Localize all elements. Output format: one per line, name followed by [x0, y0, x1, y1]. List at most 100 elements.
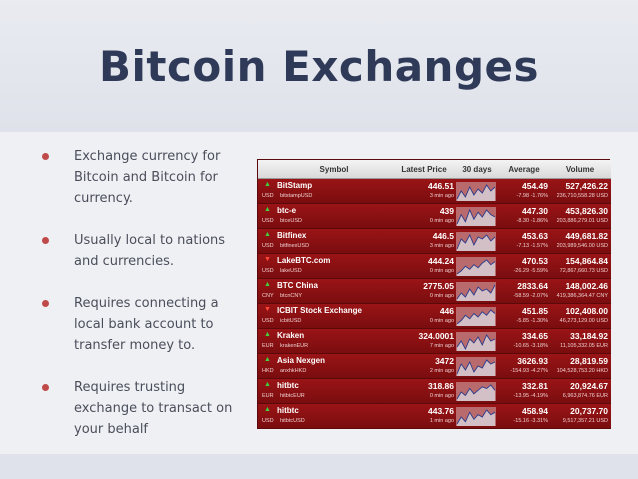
exchange-ticker: hitbtcEUR — [280, 393, 305, 399]
volume-value: 28,819.59 — [570, 356, 608, 366]
table-row[interactable]: ▲ hitbtc EUR hitbtcEUR 318.86 0 min ago 332.81… — [258, 379, 611, 404]
bullet-item: Usually local to nations and currencies. — [38, 230, 238, 272]
currency-code: EUR — [262, 343, 274, 349]
latest-price: 446 — [439, 306, 454, 316]
latest-price: 2775.05 — [423, 281, 454, 291]
sparkline-line — [456, 384, 496, 400]
exchange-name: BitStamp — [277, 181, 313, 190]
bullet-dot-icon — [42, 153, 49, 160]
average-price: 454.49 — [522, 181, 548, 191]
sparkline-line — [456, 184, 496, 200]
exchange-name: hitbtc — [277, 406, 299, 415]
exchange-ticker: btcnCNY — [280, 293, 303, 299]
sparkline-30-days — [456, 207, 496, 226]
arrow-up-icon: ▲ — [264, 381, 271, 388]
exchange-ticker: bitfinexUSD — [280, 243, 310, 249]
sparkline-area — [457, 210, 495, 226]
latest-price: 444.24 — [428, 256, 454, 266]
bullet-dot-icon — [42, 384, 49, 391]
bullet-text: Requires trusting exchange to transact o… — [74, 380, 233, 437]
latest-price: 446.5 — [432, 231, 454, 241]
sparkline-area — [457, 410, 495, 426]
sparkline-line — [456, 208, 496, 225]
price-change: -7.98 -1.76% — [516, 193, 549, 199]
sparkline-line — [456, 284, 496, 300]
exchange-ticker: anxhkHKD — [280, 368, 307, 374]
exchange-name: Asia Nexgen — [277, 356, 326, 365]
table-row[interactable]: ▲ btc-e USD btceUSD 439 0 min ago 447.30 -8.30 … — [258, 204, 611, 229]
exchange-table: Symbol Latest Price 30 days Average Volu… — [257, 159, 611, 429]
price-change: -58.59 -2.07% — [513, 293, 548, 299]
sparkline-line — [456, 233, 496, 250]
exchange-ticker: lakeUSD — [280, 268, 302, 274]
table-row[interactable]: ▲ Kraken EUR krakenEUR 324.0001 7 min ago 334.… — [258, 329, 611, 354]
table-row[interactable]: ▲ BTC China CNY btcnCNY 2775.05 0 min ago 2833… — [258, 279, 611, 304]
volume-converted: 203,886,279.01 USD — [556, 218, 608, 224]
sparkline-30-days — [456, 382, 496, 401]
exchange-name: BTC China — [277, 281, 318, 290]
currency-code: USD — [262, 243, 274, 249]
sparkline-area — [457, 310, 495, 326]
price-age: 0 min ago — [429, 268, 454, 274]
price-age: 2 min ago — [429, 368, 454, 374]
volume-value: 154,864.84 — [565, 256, 608, 266]
average-price: 470.53 — [522, 256, 548, 266]
sparkline-line — [456, 309, 496, 325]
bullet-text: Usually local to nations and currencies. — [74, 233, 226, 269]
price-change: -13.95 -4.19% — [513, 393, 548, 399]
column-header-volume[interactable]: Volume — [565, 165, 595, 174]
volume-value: 20,924.67 — [570, 381, 608, 391]
exchange-ticker: bitstampUSD — [280, 193, 313, 199]
volume-value: 453,826.30 — [565, 206, 608, 216]
price-change: -7.13 -1.57% — [516, 243, 549, 249]
bullet-item: Requires connecting a local bank account… — [38, 293, 238, 356]
average-price: 451.85 — [522, 306, 548, 316]
average-price: 458.94 — [522, 406, 548, 416]
latest-price: 439 — [439, 206, 454, 216]
arrow-down-icon: ▼ — [264, 306, 271, 313]
table-row[interactable]: ▼ ICBIT Stock Exchange USD icbitUSD 446 0 min… — [258, 304, 611, 329]
price-change: -15.16 -3.31% — [513, 418, 548, 424]
sparkline-area — [457, 360, 495, 376]
bottom-band — [0, 454, 638, 479]
table-row[interactable]: ▲ Asia Nexgen HKD anxhkHKD 3472 2 min ago 3626… — [258, 354, 611, 379]
sparkline-30-days — [456, 307, 496, 326]
volume-value: 102,408.00 — [565, 306, 608, 316]
price-age: 1 min ago — [429, 418, 454, 424]
table-row[interactable]: ▲ Bitfinex USD bitfinexUSD 446.5 3 min ago 453… — [258, 229, 611, 254]
volume-converted: 236,710,558.28 USD — [556, 193, 608, 199]
price-change: -154.93 -4.27% — [510, 368, 548, 374]
average-price: 332.81 — [522, 381, 548, 391]
price-age: 3 min ago — [429, 193, 454, 199]
sparkline-area — [457, 235, 495, 251]
volume-converted: 72,867,660.73 USD — [559, 268, 608, 274]
column-header-latest-price[interactable]: Latest Price — [401, 165, 447, 174]
title-band — [0, 0, 638, 132]
currency-code: USD — [262, 318, 274, 324]
table-row[interactable]: ▼ LakeBTC.com USD lakeUSD 444.24 0 min ago 470… — [258, 254, 611, 279]
currency-code: HKD — [262, 368, 274, 374]
column-header-30-days[interactable]: 30 days — [462, 165, 492, 174]
sparkline-30-days — [456, 182, 496, 201]
price-change: -8.30 -1.86% — [516, 218, 549, 224]
sparkline-area — [457, 285, 495, 301]
price-age: 0 min ago — [429, 218, 454, 224]
column-header-average[interactable]: Average — [508, 165, 540, 174]
exchange-ticker: btceUSD — [280, 218, 303, 224]
table-row[interactable]: ▲ hitbtc USD hitbtcUSD 443.76 1 min ago 458.94… — [258, 404, 611, 429]
arrow-up-icon: ▲ — [264, 356, 271, 363]
bullet-list: Exchange currency for Bitcoin and Bitcoi… — [38, 146, 238, 461]
arrow-up-icon: ▲ — [264, 181, 271, 188]
price-age: 3 min ago — [429, 243, 454, 249]
sparkline-30-days — [456, 407, 496, 426]
latest-price: 324.0001 — [418, 331, 454, 341]
table-row[interactable]: ▲ BitStamp USD bitstampUSD 446.51 3 min ago 45… — [258, 179, 611, 204]
sparkline-line — [456, 409, 496, 425]
latest-price: 3472 — [435, 356, 454, 366]
currency-code: USD — [262, 193, 274, 199]
arrow-down-icon: ▼ — [264, 256, 271, 263]
column-header-symbol[interactable]: Symbol — [319, 165, 349, 174]
average-price: 453.63 — [522, 231, 548, 241]
table-header: Symbol Latest Price 30 days Average Volu… — [258, 160, 611, 179]
volume-converted: 11,105,332.05 EUR — [560, 343, 608, 349]
